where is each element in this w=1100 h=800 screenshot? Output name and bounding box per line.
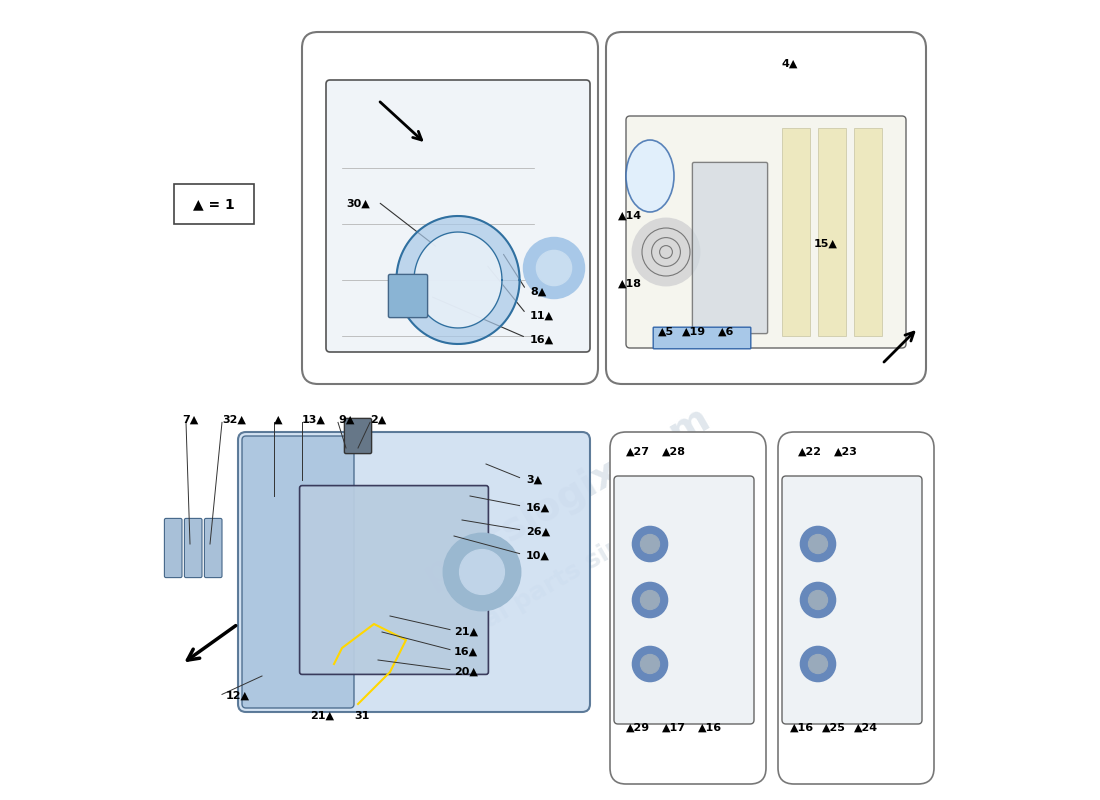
Circle shape bbox=[640, 654, 660, 674]
Text: ▲27: ▲27 bbox=[626, 447, 650, 457]
FancyBboxPatch shape bbox=[626, 116, 906, 348]
Text: ▲6: ▲6 bbox=[718, 327, 735, 337]
Text: 21▲: 21▲ bbox=[454, 627, 478, 637]
Circle shape bbox=[443, 534, 520, 610]
Text: 13▲: 13▲ bbox=[302, 415, 326, 425]
Circle shape bbox=[808, 590, 827, 610]
Text: ▲23: ▲23 bbox=[834, 447, 858, 457]
FancyBboxPatch shape bbox=[782, 476, 922, 724]
Circle shape bbox=[808, 654, 827, 674]
Text: ▲: ▲ bbox=[274, 415, 283, 425]
Text: 12▲: 12▲ bbox=[226, 691, 250, 701]
FancyBboxPatch shape bbox=[692, 162, 768, 334]
Circle shape bbox=[632, 582, 668, 618]
Circle shape bbox=[640, 534, 660, 554]
Text: 3▲: 3▲ bbox=[526, 475, 542, 485]
FancyBboxPatch shape bbox=[653, 327, 751, 349]
Bar bbox=[818, 128, 846, 336]
FancyBboxPatch shape bbox=[778, 432, 934, 784]
Text: partslogix.com: partslogix.com bbox=[416, 398, 717, 594]
Text: 16▲: 16▲ bbox=[530, 335, 554, 345]
FancyBboxPatch shape bbox=[238, 432, 590, 712]
Text: ▲25: ▲25 bbox=[822, 723, 846, 733]
Text: 9▲: 9▲ bbox=[338, 415, 354, 425]
Circle shape bbox=[808, 534, 827, 554]
Text: 16▲: 16▲ bbox=[526, 503, 550, 513]
Text: 2▲: 2▲ bbox=[370, 415, 386, 425]
Text: ▲14: ▲14 bbox=[618, 211, 642, 221]
Circle shape bbox=[640, 590, 660, 610]
FancyBboxPatch shape bbox=[299, 486, 488, 674]
Text: 16▲: 16▲ bbox=[454, 647, 478, 657]
FancyBboxPatch shape bbox=[302, 32, 598, 384]
Bar bbox=[854, 128, 882, 336]
Circle shape bbox=[632, 218, 700, 286]
Text: 11▲: 11▲ bbox=[530, 311, 554, 321]
Circle shape bbox=[632, 646, 668, 682]
Text: ▲16: ▲16 bbox=[790, 723, 814, 733]
Text: ▲ = 1: ▲ = 1 bbox=[194, 197, 235, 211]
FancyBboxPatch shape bbox=[344, 418, 372, 454]
Ellipse shape bbox=[626, 140, 674, 212]
Text: 20▲: 20▲ bbox=[454, 667, 477, 677]
Text: ▲28: ▲28 bbox=[662, 447, 686, 457]
FancyBboxPatch shape bbox=[326, 80, 590, 352]
Text: 21▲: 21▲ bbox=[310, 711, 334, 721]
Text: 8▲: 8▲ bbox=[530, 287, 547, 297]
Circle shape bbox=[801, 646, 836, 682]
FancyBboxPatch shape bbox=[606, 32, 926, 384]
FancyBboxPatch shape bbox=[242, 436, 354, 708]
Text: ▲16: ▲16 bbox=[698, 723, 722, 733]
Text: ▲17: ▲17 bbox=[662, 723, 686, 733]
Text: ▲19: ▲19 bbox=[682, 327, 706, 337]
FancyBboxPatch shape bbox=[205, 518, 222, 578]
Text: 30▲: 30▲ bbox=[346, 199, 370, 209]
FancyBboxPatch shape bbox=[388, 274, 428, 318]
Circle shape bbox=[460, 550, 505, 594]
Bar bbox=[782, 128, 810, 336]
Text: 31: 31 bbox=[354, 711, 370, 721]
Text: 10▲: 10▲ bbox=[526, 551, 550, 561]
Polygon shape bbox=[396, 216, 519, 344]
Circle shape bbox=[801, 582, 836, 618]
Text: ▲29: ▲29 bbox=[626, 723, 650, 733]
Text: ▲22: ▲22 bbox=[798, 447, 822, 457]
Circle shape bbox=[632, 526, 668, 562]
Text: 32▲: 32▲ bbox=[222, 415, 246, 425]
FancyBboxPatch shape bbox=[614, 476, 754, 724]
Text: 4▲: 4▲ bbox=[782, 59, 799, 69]
Text: 26▲: 26▲ bbox=[526, 527, 550, 537]
Circle shape bbox=[537, 250, 572, 286]
FancyBboxPatch shape bbox=[164, 518, 182, 578]
Polygon shape bbox=[414, 232, 502, 328]
Text: 15▲: 15▲ bbox=[814, 239, 838, 249]
Text: ▲5: ▲5 bbox=[658, 327, 674, 337]
Circle shape bbox=[524, 238, 584, 298]
Text: 7▲: 7▲ bbox=[182, 415, 198, 425]
Text: ▲18: ▲18 bbox=[618, 279, 642, 289]
FancyBboxPatch shape bbox=[610, 432, 766, 784]
Text: original parts since 1999: original parts since 1999 bbox=[408, 478, 724, 674]
FancyBboxPatch shape bbox=[185, 518, 202, 578]
FancyBboxPatch shape bbox=[174, 184, 254, 224]
Text: ▲24: ▲24 bbox=[854, 723, 878, 733]
Circle shape bbox=[801, 526, 836, 562]
